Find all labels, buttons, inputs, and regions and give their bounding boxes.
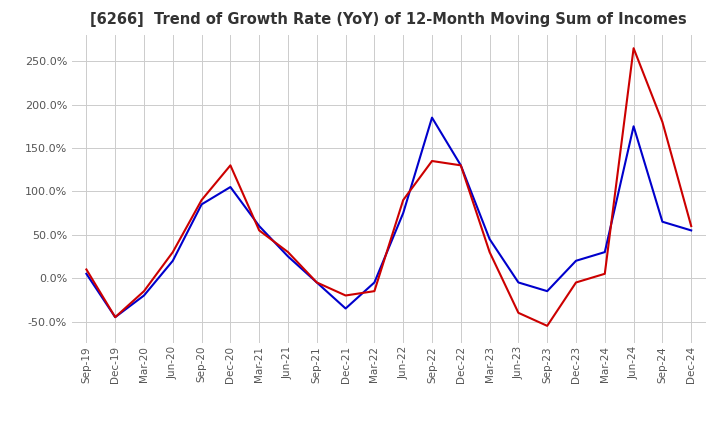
- Ordinary Income Growth Rate: [111, 315, 120, 320]
- Net Income Growth Rate: [428, 158, 436, 164]
- Ordinary Income Growth Rate: [226, 184, 235, 190]
- Ordinary Income Growth Rate: [572, 258, 580, 264]
- Net Income Growth Rate: [255, 228, 264, 233]
- Net Income Growth Rate: [312, 280, 321, 285]
- Ordinary Income Growth Rate: [485, 236, 494, 242]
- Net Income Growth Rate: [572, 280, 580, 285]
- Net Income Growth Rate: [197, 198, 206, 203]
- Ordinary Income Growth Rate: [168, 258, 177, 264]
- Ordinary Income Growth Rate: [82, 271, 91, 276]
- Net Income Growth Rate: [168, 249, 177, 255]
- Net Income Growth Rate: [111, 315, 120, 320]
- Net Income Growth Rate: [399, 198, 408, 203]
- Ordinary Income Growth Rate: [341, 306, 350, 311]
- Net Income Growth Rate: [456, 163, 465, 168]
- Ordinary Income Growth Rate: [197, 202, 206, 207]
- Ordinary Income Growth Rate: [629, 124, 638, 129]
- Ordinary Income Growth Rate: [543, 289, 552, 294]
- Ordinary Income Growth Rate: [255, 224, 264, 229]
- Net Income Growth Rate: [82, 267, 91, 272]
- Line: Net Income Growth Rate: Net Income Growth Rate: [86, 48, 691, 326]
- Ordinary Income Growth Rate: [600, 249, 609, 255]
- Net Income Growth Rate: [226, 163, 235, 168]
- Ordinary Income Growth Rate: [399, 210, 408, 216]
- Title: [6266]  Trend of Growth Rate (YoY) of 12-Month Moving Sum of Incomes: [6266] Trend of Growth Rate (YoY) of 12-…: [91, 12, 687, 27]
- Ordinary Income Growth Rate: [428, 115, 436, 120]
- Net Income Growth Rate: [600, 271, 609, 276]
- Net Income Growth Rate: [658, 119, 667, 125]
- Net Income Growth Rate: [514, 310, 523, 315]
- Net Income Growth Rate: [629, 46, 638, 51]
- Net Income Growth Rate: [543, 323, 552, 329]
- Ordinary Income Growth Rate: [370, 280, 379, 285]
- Net Income Growth Rate: [370, 289, 379, 294]
- Line: Ordinary Income Growth Rate: Ordinary Income Growth Rate: [86, 117, 691, 317]
- Ordinary Income Growth Rate: [658, 219, 667, 224]
- Ordinary Income Growth Rate: [456, 163, 465, 168]
- Net Income Growth Rate: [687, 224, 696, 229]
- Ordinary Income Growth Rate: [140, 293, 148, 298]
- Net Income Growth Rate: [485, 249, 494, 255]
- Net Income Growth Rate: [140, 289, 148, 294]
- Ordinary Income Growth Rate: [284, 254, 292, 259]
- Ordinary Income Growth Rate: [514, 280, 523, 285]
- Net Income Growth Rate: [284, 249, 292, 255]
- Net Income Growth Rate: [341, 293, 350, 298]
- Ordinary Income Growth Rate: [687, 228, 696, 233]
- Ordinary Income Growth Rate: [312, 280, 321, 285]
